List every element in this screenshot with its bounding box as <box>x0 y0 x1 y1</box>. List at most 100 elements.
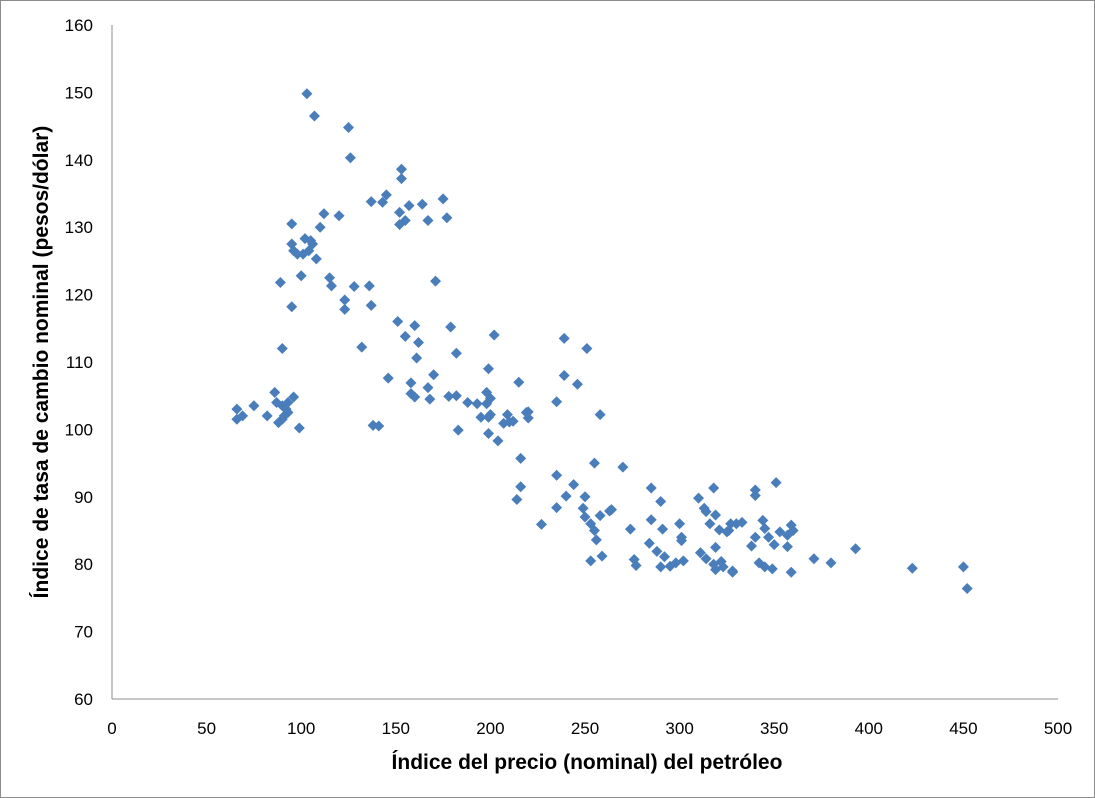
y-tick-label: 150 <box>65 83 93 102</box>
y-axis-title: Índice de tasa de cambio nominal (pesos/… <box>30 126 53 599</box>
data-point <box>348 281 360 293</box>
data-point <box>515 452 527 464</box>
data-point <box>757 514 769 526</box>
data-point <box>344 152 356 164</box>
data-point <box>710 541 722 553</box>
data-point <box>291 248 303 260</box>
data-point <box>657 523 669 535</box>
data-point <box>700 553 712 565</box>
data-point <box>585 555 597 567</box>
x-tick-label: 100 <box>287 719 315 738</box>
data-point <box>276 343 288 355</box>
data-point <box>399 330 411 342</box>
y-tick-label: 70 <box>74 623 93 642</box>
data-point <box>356 341 368 353</box>
data-point <box>677 555 689 567</box>
data-point <box>274 276 286 288</box>
data-point <box>324 272 336 284</box>
data-point <box>282 396 294 408</box>
data-point <box>441 212 453 224</box>
data-point <box>693 492 705 504</box>
data-point <box>308 110 320 122</box>
data-point <box>568 479 580 491</box>
data-point <box>422 382 434 394</box>
data-point <box>558 332 570 344</box>
data-point <box>785 566 797 578</box>
data-point <box>413 336 425 348</box>
data-point <box>643 537 655 549</box>
data-point <box>551 396 563 408</box>
data-point <box>416 198 428 210</box>
data-point <box>624 523 636 535</box>
data-point <box>286 301 298 313</box>
data-point <box>380 189 392 201</box>
data-point <box>231 403 243 415</box>
data-point <box>596 550 608 562</box>
data-point <box>645 482 657 494</box>
data-point <box>373 420 385 432</box>
data-point <box>749 489 761 501</box>
data-point <box>710 509 722 521</box>
data-point <box>588 525 600 536</box>
x-tick-label: 450 <box>949 719 977 738</box>
data-point <box>450 390 462 402</box>
y-tick-label: 160 <box>65 16 93 35</box>
data-point <box>745 540 757 552</box>
data-point <box>513 376 525 388</box>
data-point <box>286 218 298 230</box>
x-tick-label: 250 <box>571 719 599 738</box>
x-tick-label: 300 <box>665 719 693 738</box>
data-point <box>484 409 496 421</box>
data-point <box>957 561 969 573</box>
data-point <box>787 525 799 536</box>
data-point <box>781 541 793 553</box>
data-point <box>535 518 547 530</box>
x-tick-label: 150 <box>382 719 410 738</box>
data-point <box>961 582 973 594</box>
data-point <box>492 435 504 447</box>
data-point <box>655 561 667 573</box>
data-point <box>759 561 771 573</box>
data-point <box>445 321 457 333</box>
data-point <box>560 490 572 502</box>
x-axis-title: Índice del precio (nominal) del petróleo <box>392 751 783 774</box>
data-point <box>713 524 725 536</box>
data-point <box>551 502 563 514</box>
data-point <box>339 303 351 315</box>
data-point <box>645 514 657 526</box>
data-point <box>288 391 300 403</box>
data-point <box>594 409 606 421</box>
data-point <box>763 531 775 543</box>
data-point <box>399 214 411 226</box>
data-point <box>630 560 642 572</box>
data-point <box>551 469 563 481</box>
data-point <box>511 493 523 505</box>
data-point <box>409 391 421 403</box>
data-point <box>428 369 440 381</box>
data-point <box>766 563 778 575</box>
data-point <box>409 320 421 332</box>
data-point <box>522 412 534 424</box>
data-point <box>483 363 495 375</box>
data-point <box>282 407 294 419</box>
data-point <box>484 392 496 404</box>
data-point <box>405 377 417 389</box>
y-tick-label: 100 <box>65 420 93 439</box>
data-point <box>674 518 686 530</box>
data-point <box>617 461 629 473</box>
data-point <box>658 551 670 563</box>
data-point <box>471 398 483 410</box>
data-point <box>365 196 377 208</box>
data-point <box>411 352 423 364</box>
data-point <box>475 411 487 423</box>
data-point <box>343 121 354 133</box>
data-point <box>382 372 394 384</box>
x-tick-label: 0 <box>107 719 116 738</box>
y-tick-label: 130 <box>65 218 93 237</box>
data-point <box>581 343 593 355</box>
data-point <box>708 482 720 494</box>
data-point <box>579 491 591 503</box>
data-point <box>314 221 326 233</box>
data-point <box>483 427 495 439</box>
x-tick-label: 400 <box>855 719 883 738</box>
